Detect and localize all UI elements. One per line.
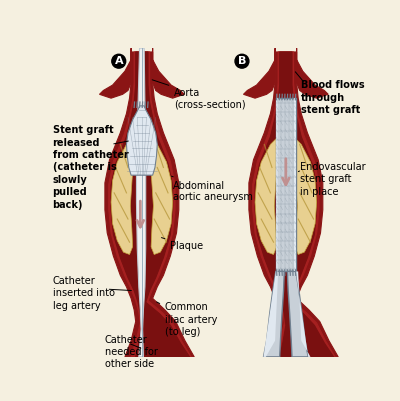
Polygon shape	[111, 137, 135, 255]
Polygon shape	[276, 98, 278, 271]
Polygon shape	[294, 98, 296, 271]
Polygon shape	[255, 52, 334, 357]
Text: Catheter
inserted into
leg artery: Catheter inserted into leg artery	[52, 276, 114, 311]
Polygon shape	[149, 137, 173, 255]
Polygon shape	[296, 271, 310, 357]
Text: Abdominal
aortic aneurysm: Abdominal aortic aneurysm	[172, 176, 252, 202]
Text: Plaque: Plaque	[162, 238, 204, 251]
Polygon shape	[253, 52, 335, 357]
Text: Catheter
needed for
other side: Catheter needed for other side	[105, 334, 158, 369]
Polygon shape	[153, 48, 184, 98]
Polygon shape	[105, 52, 194, 357]
Circle shape	[112, 54, 126, 68]
Text: A: A	[114, 56, 123, 66]
Polygon shape	[297, 48, 328, 98]
Polygon shape	[287, 271, 308, 357]
Text: Aorta
(cross-section): Aorta (cross-section)	[152, 80, 246, 110]
Text: B: B	[238, 56, 246, 66]
Polygon shape	[244, 48, 275, 98]
Text: Endovascular
stent graft
in place: Endovascular stent graft in place	[300, 162, 365, 197]
Text: Stent graft
released
from catheter
(catheter is
slowly
pulled
back): Stent graft released from catheter (cath…	[52, 125, 128, 209]
Polygon shape	[100, 48, 131, 98]
Text: Blood flows
through
stent graft: Blood flows through stent graft	[301, 81, 365, 115]
Polygon shape	[126, 106, 157, 175]
Polygon shape	[255, 137, 279, 255]
Polygon shape	[293, 137, 317, 255]
Polygon shape	[136, 48, 146, 357]
Polygon shape	[264, 271, 284, 357]
Text: Common
iliac artery
(to leg): Common iliac artery (to leg)	[157, 302, 217, 337]
Polygon shape	[249, 52, 338, 357]
Polygon shape	[276, 98, 296, 271]
Circle shape	[235, 54, 249, 68]
Polygon shape	[111, 52, 190, 357]
Polygon shape	[109, 52, 191, 357]
Polygon shape	[264, 271, 278, 357]
